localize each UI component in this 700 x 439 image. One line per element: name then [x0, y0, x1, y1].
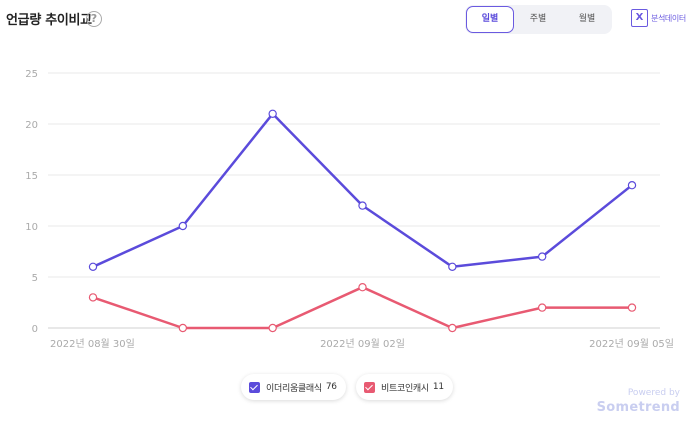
x-tick-label: 2022년 08월 30일	[50, 338, 135, 350]
brand-name: Sometrend	[596, 400, 680, 415]
export-label: 분석데이터	[651, 13, 686, 23]
help-icon[interactable]: ?	[86, 11, 102, 27]
data-point	[627, 303, 637, 312]
tab-weekly[interactable]: 주별	[529, 14, 547, 24]
data-point	[627, 180, 637, 190]
y-tick-label: 0	[32, 324, 38, 335]
data-point	[178, 323, 188, 333]
data-point	[88, 262, 98, 271]
checkbox-icon	[364, 381, 375, 393]
data-point	[448, 323, 457, 333]
page-title: 언급량 추이비교	[6, 13, 92, 28]
y-tick-label: 20	[25, 120, 38, 131]
series-line	[92, 285, 632, 330]
checkbox-icon	[249, 381, 260, 393]
tab-monthly[interactable]: 월별	[578, 14, 596, 24]
legend-count: 76	[325, 382, 337, 392]
excel-icon: X	[631, 9, 648, 27]
y-tick-label: 15	[25, 171, 38, 182]
data-point	[448, 262, 457, 271]
legend-item-bitcoin-cash[interactable]: 비트코인캐시 11	[356, 374, 453, 400]
legend-count: 11	[432, 382, 444, 392]
legend-label: 비트코인캐시	[381, 383, 429, 394]
powered-by-text: Powered by	[627, 388, 680, 398]
x-tick-label: 2022년 09월 05일	[589, 338, 674, 350]
y-tick-label: 25	[25, 69, 38, 80]
legend-label: 이더리움클래식	[266, 383, 322, 394]
y-tick-label: 10	[25, 222, 38, 233]
data-point	[537, 252, 547, 261]
data-point	[268, 323, 277, 333]
series-line	[92, 112, 633, 269]
export-data-button[interactable]: X 분석데이터	[631, 9, 686, 27]
data-point	[358, 283, 367, 292]
data-point	[358, 201, 367, 210]
y-tick-label: 5	[32, 273, 38, 284]
period-tabs: 일별 주별 월별	[465, 5, 612, 34]
data-point	[88, 293, 98, 302]
legend-item-ethereum-classic[interactable]: 이더리움클래식 76	[241, 374, 346, 400]
powered-by-logo: Powered by Sometrend	[597, 388, 680, 415]
data-point	[178, 221, 188, 231]
data-point	[268, 109, 277, 119]
tab-daily[interactable]: 일별	[466, 6, 514, 33]
x-tick-label: 2022년 09월 02일	[320, 338, 405, 350]
data-point	[537, 303, 547, 312]
